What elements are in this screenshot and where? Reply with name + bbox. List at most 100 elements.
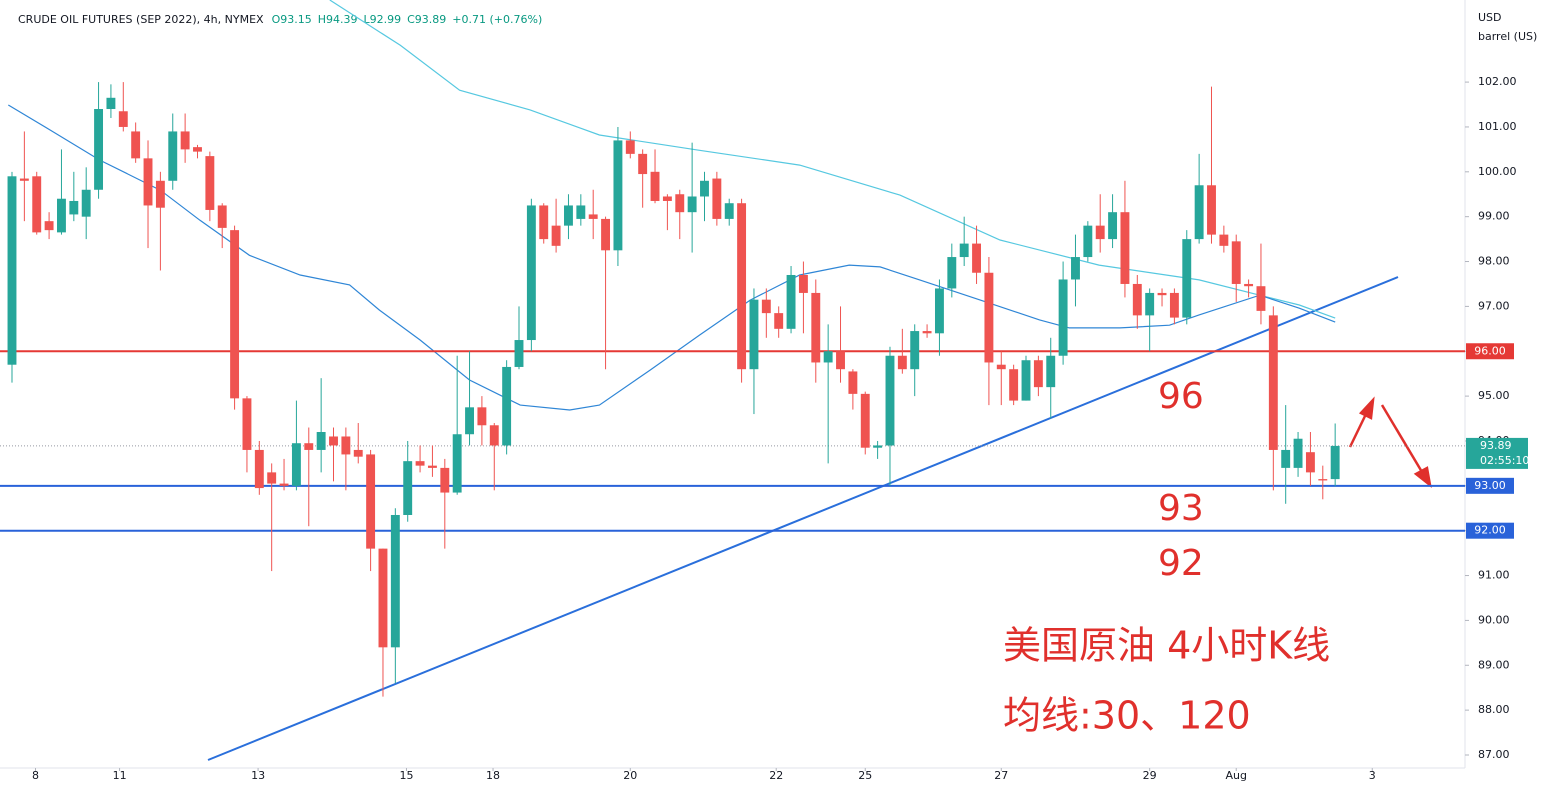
level-label-box	[1466, 477, 1514, 494]
candle-body	[341, 436, 351, 455]
candle-body	[836, 351, 845, 370]
candle-body	[873, 445, 883, 448]
level-label: 92.00	[1474, 524, 1506, 537]
candle-body	[1108, 212, 1118, 240]
candle-body	[774, 313, 784, 329]
candle-body	[1268, 315, 1278, 450]
annotation: 92	[1158, 543, 1204, 584]
candle-body	[452, 434, 462, 493]
candle-body	[193, 147, 202, 152]
candle-body	[687, 196, 697, 213]
candle-body	[588, 214, 598, 219]
candle-body	[7, 176, 17, 365]
candle-body	[1194, 185, 1204, 240]
legend-value: C93.89	[407, 13, 446, 26]
candle-body	[1231, 241, 1241, 284]
candle-body	[118, 111, 128, 127]
candle-body	[1207, 185, 1216, 235]
candle-body	[440, 467, 450, 493]
candle-body	[1219, 234, 1229, 246]
candle-body	[848, 371, 858, 394]
unit: barrel (US)	[1478, 30, 1537, 43]
candle-body	[749, 299, 759, 370]
candle-body	[737, 203, 747, 370]
candle-body	[601, 218, 611, 251]
x-tick-label: 8	[32, 769, 39, 782]
candle-body	[267, 472, 277, 484]
candle-body	[786, 274, 796, 329]
arrows	[1348, 396, 1432, 489]
candle-body	[811, 292, 821, 363]
candle-body	[1305, 452, 1315, 473]
candle-body	[1071, 257, 1080, 280]
candle-body	[1182, 239, 1192, 318]
candle-body	[700, 180, 709, 197]
candle-body	[551, 225, 561, 246]
candle-body	[94, 109, 104, 190]
legend: CRUDE OIL FUTURES (SEP 2022), 4h, NYMEX …	[18, 13, 542, 26]
x-tick-label: 27	[994, 769, 1008, 782]
y-tick-label: 97.00	[1478, 299, 1510, 312]
y-tick-label: 88.00	[1478, 703, 1510, 716]
candle-body	[984, 272, 994, 363]
unit: USD	[1478, 11, 1502, 24]
x-tick-label: Aug	[1225, 769, 1246, 782]
candle-body	[81, 189, 91, 217]
candle-body	[1046, 355, 1056, 388]
level-label: 93.00	[1474, 479, 1506, 492]
candle-body	[539, 205, 549, 240]
candle-body	[180, 131, 190, 150]
candle-body	[1033, 360, 1043, 388]
chart-title: CRUDE OIL FUTURES (SEP 2022), 4h, NYMEX	[18, 13, 264, 26]
legend-value: O93.15	[272, 13, 312, 26]
candle-body	[712, 178, 722, 219]
candle-body	[761, 299, 771, 314]
candle-body	[1244, 283, 1254, 287]
candle-body	[205, 156, 215, 210]
candle-body	[1281, 449, 1291, 468]
x-tick-label: 25	[858, 769, 872, 782]
candle-body	[1021, 360, 1031, 401]
candle-body	[564, 205, 573, 226]
arrow	[1348, 413, 1368, 448]
candle-body	[217, 205, 227, 228]
level-label-box	[1466, 343, 1514, 360]
legend-value: +0.71 (+0.76%)	[452, 13, 542, 26]
candle-body	[427, 465, 437, 468]
candle-body	[576, 205, 586, 219]
candle-body	[465, 407, 474, 435]
x-tick-label: 20	[623, 769, 637, 782]
candle-body	[662, 196, 672, 201]
candle-body	[1095, 225, 1105, 240]
candle-body	[1132, 283, 1142, 316]
candle-body	[638, 153, 648, 175]
moving-average	[329, 0, 1336, 319]
annotation: 美国原油 4小时K线	[1003, 624, 1330, 668]
candle-body	[291, 443, 301, 486]
legend-value: H94.39	[318, 13, 358, 26]
candle-body	[168, 131, 178, 181]
candle-body	[625, 140, 635, 154]
candle-body	[353, 449, 363, 457]
candle-body	[1009, 369, 1019, 401]
candle-body	[1169, 292, 1179, 318]
candle-body	[1330, 445, 1340, 480]
candle-body	[69, 200, 79, 215]
candle-body	[143, 158, 153, 206]
candle-body	[230, 230, 240, 399]
x-tick-label: 18	[486, 769, 500, 782]
x-tick-label: 13	[251, 769, 265, 782]
candle-body	[897, 355, 907, 370]
annotation: 均线:30、120	[1003, 694, 1251, 738]
y-tick-label: 90.00	[1478, 613, 1510, 626]
candle-body	[329, 436, 338, 446]
y-tick-label: 99.00	[1478, 210, 1510, 223]
candle-body	[477, 407, 487, 426]
arrow-head	[1413, 466, 1432, 489]
candle-body	[415, 461, 425, 466]
candle-body	[489, 425, 499, 446]
candle-body	[131, 131, 141, 159]
